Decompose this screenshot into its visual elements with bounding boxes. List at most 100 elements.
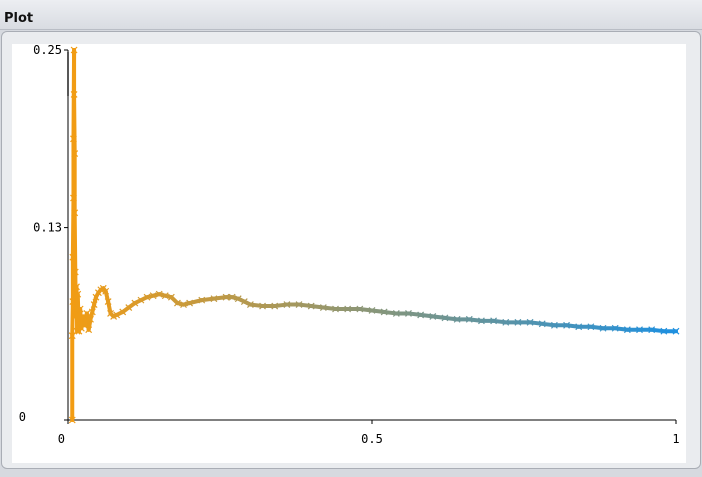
data-point — [143, 293, 151, 301]
data-point — [71, 268, 79, 276]
series-segment — [297, 302, 314, 309]
series-segment — [272, 302, 289, 309]
data-point — [137, 296, 145, 304]
data-point — [259, 302, 266, 310]
data-point — [85, 326, 93, 334]
data-point — [611, 324, 619, 332]
plot-area — [12, 44, 686, 463]
data-point — [70, 194, 77, 202]
series-segment — [357, 307, 374, 313]
series-segment — [430, 314, 447, 320]
series-segment — [442, 315, 460, 322]
data-point — [74, 290, 82, 298]
data-point — [429, 312, 437, 320]
data-point — [198, 296, 206, 304]
data-point — [83, 310, 91, 317]
data-point — [392, 310, 400, 317]
data-point — [68, 416, 76, 424]
data-point — [70, 135, 77, 143]
series-segment — [613, 326, 630, 332]
x-tick-label: 0.5 — [361, 432, 383, 446]
ticks: 0 0.5 1 0 0.13 0.25 — [19, 43, 680, 446]
data-point — [228, 293, 236, 301]
data-point — [76, 305, 84, 313]
data-point — [307, 302, 315, 310]
data-point — [155, 290, 163, 298]
data-point — [88, 308, 96, 316]
axes — [67, 50, 676, 421]
series-segment — [418, 312, 435, 319]
data-point — [87, 315, 94, 323]
series-segment — [199, 296, 216, 303]
series-segment — [248, 302, 265, 309]
data-point — [92, 293, 100, 301]
data-point — [210, 295, 218, 303]
data-point — [490, 317, 498, 325]
series-segment — [321, 305, 338, 311]
data-point — [234, 295, 242, 303]
data-point — [636, 326, 643, 334]
series-segment — [370, 308, 387, 314]
data-point — [222, 293, 230, 301]
x-tick-label: 1 — [672, 432, 679, 446]
data-point — [332, 305, 339, 313]
data-point — [417, 311, 425, 319]
data-point — [131, 299, 139, 307]
data-point — [167, 293, 175, 301]
data-point — [240, 298, 248, 306]
data-point — [246, 301, 254, 308]
data-point — [119, 308, 127, 316]
data-point — [70, 46, 78, 54]
data-point — [660, 327, 668, 335]
x-tick-label: 0 — [58, 432, 65, 446]
series-segment — [382, 309, 399, 316]
data-point — [295, 301, 303, 308]
data-point — [180, 301, 187, 308]
series-segment — [540, 321, 557, 328]
data-point — [271, 302, 279, 310]
data-marks — [68, 46, 680, 424]
data-point — [283, 301, 291, 308]
series-segment — [72, 210, 78, 274]
series-segment — [211, 295, 229, 301]
data-point — [526, 318, 534, 326]
data-point — [563, 321, 570, 329]
series-segment — [72, 92, 77, 156]
data-point — [405, 310, 412, 317]
data-point — [73, 283, 80, 291]
y-tick-label: 0 — [19, 410, 26, 424]
data-point — [344, 305, 352, 313]
y-tick-label: 0.25 — [33, 43, 62, 57]
series-segment — [564, 323, 581, 329]
data-point — [575, 323, 583, 331]
data-point — [319, 304, 327, 311]
series-segment — [406, 311, 423, 317]
title-bar: Plot — [0, 0, 702, 30]
data-point — [623, 326, 631, 334]
data-point — [70, 90, 78, 98]
data-point — [73, 327, 81, 335]
data-point — [125, 304, 133, 311]
data-point — [71, 150, 79, 158]
data-point — [102, 287, 110, 295]
data-point — [599, 324, 607, 332]
data-point — [514, 318, 522, 326]
series-segment — [187, 298, 204, 306]
data-point — [441, 314, 449, 322]
data-point — [72, 312, 80, 320]
data-point — [502, 318, 510, 326]
data-point — [672, 327, 680, 335]
data-point — [161, 292, 169, 300]
data-point — [648, 326, 656, 334]
series-segment — [467, 317, 484, 323]
panel-title: Plot — [4, 11, 34, 26]
data-point — [453, 315, 461, 323]
data-point — [478, 317, 485, 325]
data-point — [174, 299, 181, 307]
data-point — [149, 292, 157, 300]
data-point — [90, 301, 98, 308]
data-point — [550, 321, 558, 329]
series-segment — [491, 318, 508, 325]
